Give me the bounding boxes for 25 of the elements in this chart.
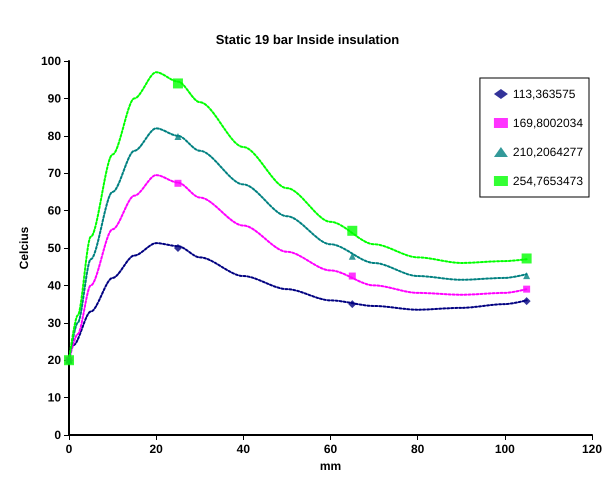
x-tick-label: 60 xyxy=(324,442,338,456)
y-tick-label: 70 xyxy=(48,166,62,180)
y-tick-label: 20 xyxy=(48,353,62,368)
x-tick-label: 120 xyxy=(582,442,602,456)
legend-label: 210,2064277 xyxy=(512,145,584,159)
x-tick-label: 100 xyxy=(494,442,516,456)
y-tick-label: 50 xyxy=(48,241,62,255)
y-tick-label: 10 xyxy=(48,390,62,405)
legend-label: 169,8002034 xyxy=(512,116,584,130)
y-axis-title: Celcius xyxy=(17,226,32,270)
y-tick-label: 90 xyxy=(48,91,62,106)
x-tick-label: 40 xyxy=(236,442,250,456)
x-axis-title: mm xyxy=(320,458,342,473)
y-tick-label: 100 xyxy=(40,54,62,68)
y-tick-label: 60 xyxy=(48,204,62,218)
y-tick-label: 30 xyxy=(48,316,62,330)
y-tick-label: 40 xyxy=(48,278,62,292)
x-tick-label: 80 xyxy=(410,442,425,456)
legend-label: 254,7653473 xyxy=(512,174,584,188)
y-tick-label: 80 xyxy=(48,128,62,143)
y-tick-label: 0 xyxy=(54,428,62,442)
legend-label: 113,363575 xyxy=(512,87,576,101)
x-tick-label: 0 xyxy=(66,442,73,456)
x-tick-label: 20 xyxy=(149,442,164,456)
chart-title: Static 19 bar Inside insulation xyxy=(216,32,400,47)
